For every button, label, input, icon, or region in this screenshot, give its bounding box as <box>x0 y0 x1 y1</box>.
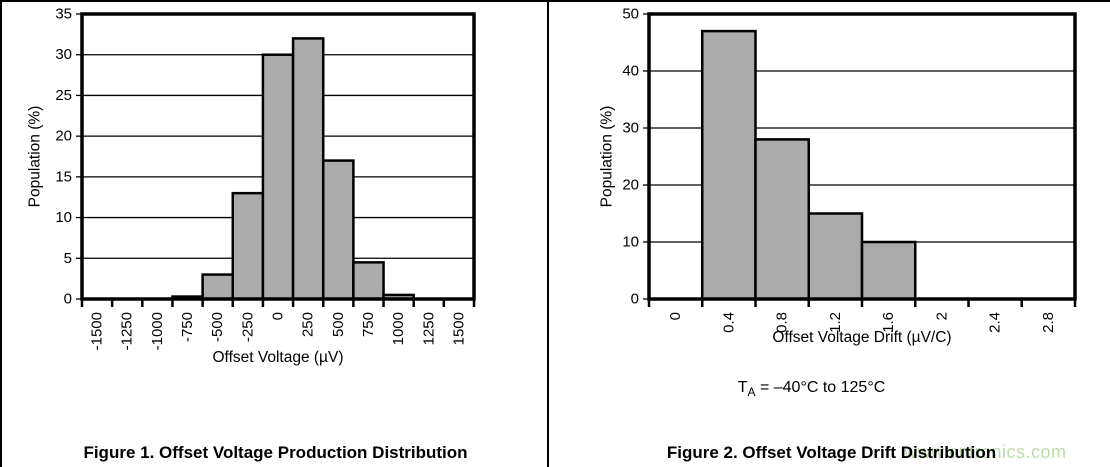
y-tick-label: 0 <box>631 291 639 308</box>
x-axis-title: Offset Voltage (µV) <box>213 349 344 366</box>
figure2-histogram: 0 10 20 30 40 50 0 0.4 0.8 1.2 1.6 2 2.4 2.8 Offset Vo… <box>599 6 1077 346</box>
figure1-histogram: 0 5 10 15 20 25 30 35 -1500 -1250 -1000 -750 -500 -25… <box>27 6 476 366</box>
y-axis-title: Population (%) <box>599 106 616 208</box>
y-axis-title: Population (%) <box>27 106 44 208</box>
x-tick-label: 0.4 <box>720 312 737 333</box>
y-tick-label: 15 <box>55 168 72 185</box>
histogram-bar <box>352 261 385 301</box>
x-tick-label: 0 <box>667 312 684 320</box>
histogram-bar <box>261 53 295 301</box>
histogram-bar <box>807 212 864 301</box>
y-tick-label: 30 <box>622 120 639 137</box>
panel-divider <box>547 2 549 467</box>
x-tick-label: 0 <box>270 312 287 320</box>
temperature-condition: TA = –40°C to 125°C <box>551 379 1072 399</box>
x-tick-label: 250 <box>300 312 317 337</box>
watermark: www.cntronics.com <box>904 442 1067 462</box>
histogram-bar <box>701 29 757 301</box>
x-tick-label: 1250 <box>420 312 437 345</box>
figure2-panel: 0 10 20 30 40 50 0 0.4 0.8 1.2 1.6 2 2.4 2.8 Offset Vo… <box>551 2 1110 467</box>
x-tick-label: 750 <box>360 312 377 337</box>
x-tick-label: -1250 <box>119 312 136 350</box>
y-tick-label: 20 <box>55 128 72 145</box>
x-tick-label: 500 <box>330 312 347 337</box>
histogram-bar <box>754 138 810 301</box>
y-tick-label: 5 <box>64 250 72 267</box>
condition-symbol: T <box>737 379 748 396</box>
x-tick-label: 1.2 <box>827 312 844 333</box>
y-tick-label: 25 <box>55 87 72 104</box>
histogram-bar <box>291 37 325 301</box>
histogram-bar <box>231 191 265 301</box>
y-tick-label: 10 <box>55 209 72 226</box>
y-tick-label: 10 <box>622 234 639 251</box>
y-tick-label: 40 <box>622 63 639 80</box>
figure1-caption: Figure 1. Offset Voltage Production Dist… <box>83 443 468 462</box>
x-axis-title: Offset Voltage Drift (µV/C) <box>772 329 951 346</box>
condition-subscript: A <box>747 385 756 400</box>
x-tick-label: 2.4 <box>987 312 1004 333</box>
figure1-panel: 0 5 10 15 20 25 30 35 -1500 -1250 -1000 -750 -500 -25… <box>2 2 549 467</box>
x-tick-label: -1000 <box>149 312 166 350</box>
figure2-caption: Figure 2. Offset Voltage Drift Distribut… <box>666 443 997 462</box>
x-tick-label: -1500 <box>89 312 106 350</box>
x-tick-label: -750 <box>179 312 196 342</box>
x-tick-label: -500 <box>209 312 226 342</box>
x-tick-label: 2.8 <box>1040 312 1057 333</box>
histogram-bar <box>201 273 235 301</box>
histogram-bar <box>860 240 917 301</box>
x-tick-label: 1000 <box>390 312 407 345</box>
x-tick-label: 1.6 <box>880 312 897 333</box>
y-tick-label: 20 <box>622 177 639 194</box>
x-tick-label: 0.8 <box>774 312 791 333</box>
y-tick-label: 0 <box>64 291 72 308</box>
y-tick-label: 30 <box>55 46 72 63</box>
plot-frame <box>80 12 476 301</box>
condition-value: = –40°C to 125°C <box>755 379 886 396</box>
y-tick-label: 35 <box>55 6 72 23</box>
x-tick-label: 1500 <box>450 312 467 345</box>
x-tick-label: 2 <box>933 312 950 320</box>
x-tick-label: -250 <box>239 312 256 342</box>
y-tick-label: 50 <box>622 6 639 23</box>
histogram-bar <box>321 159 355 301</box>
